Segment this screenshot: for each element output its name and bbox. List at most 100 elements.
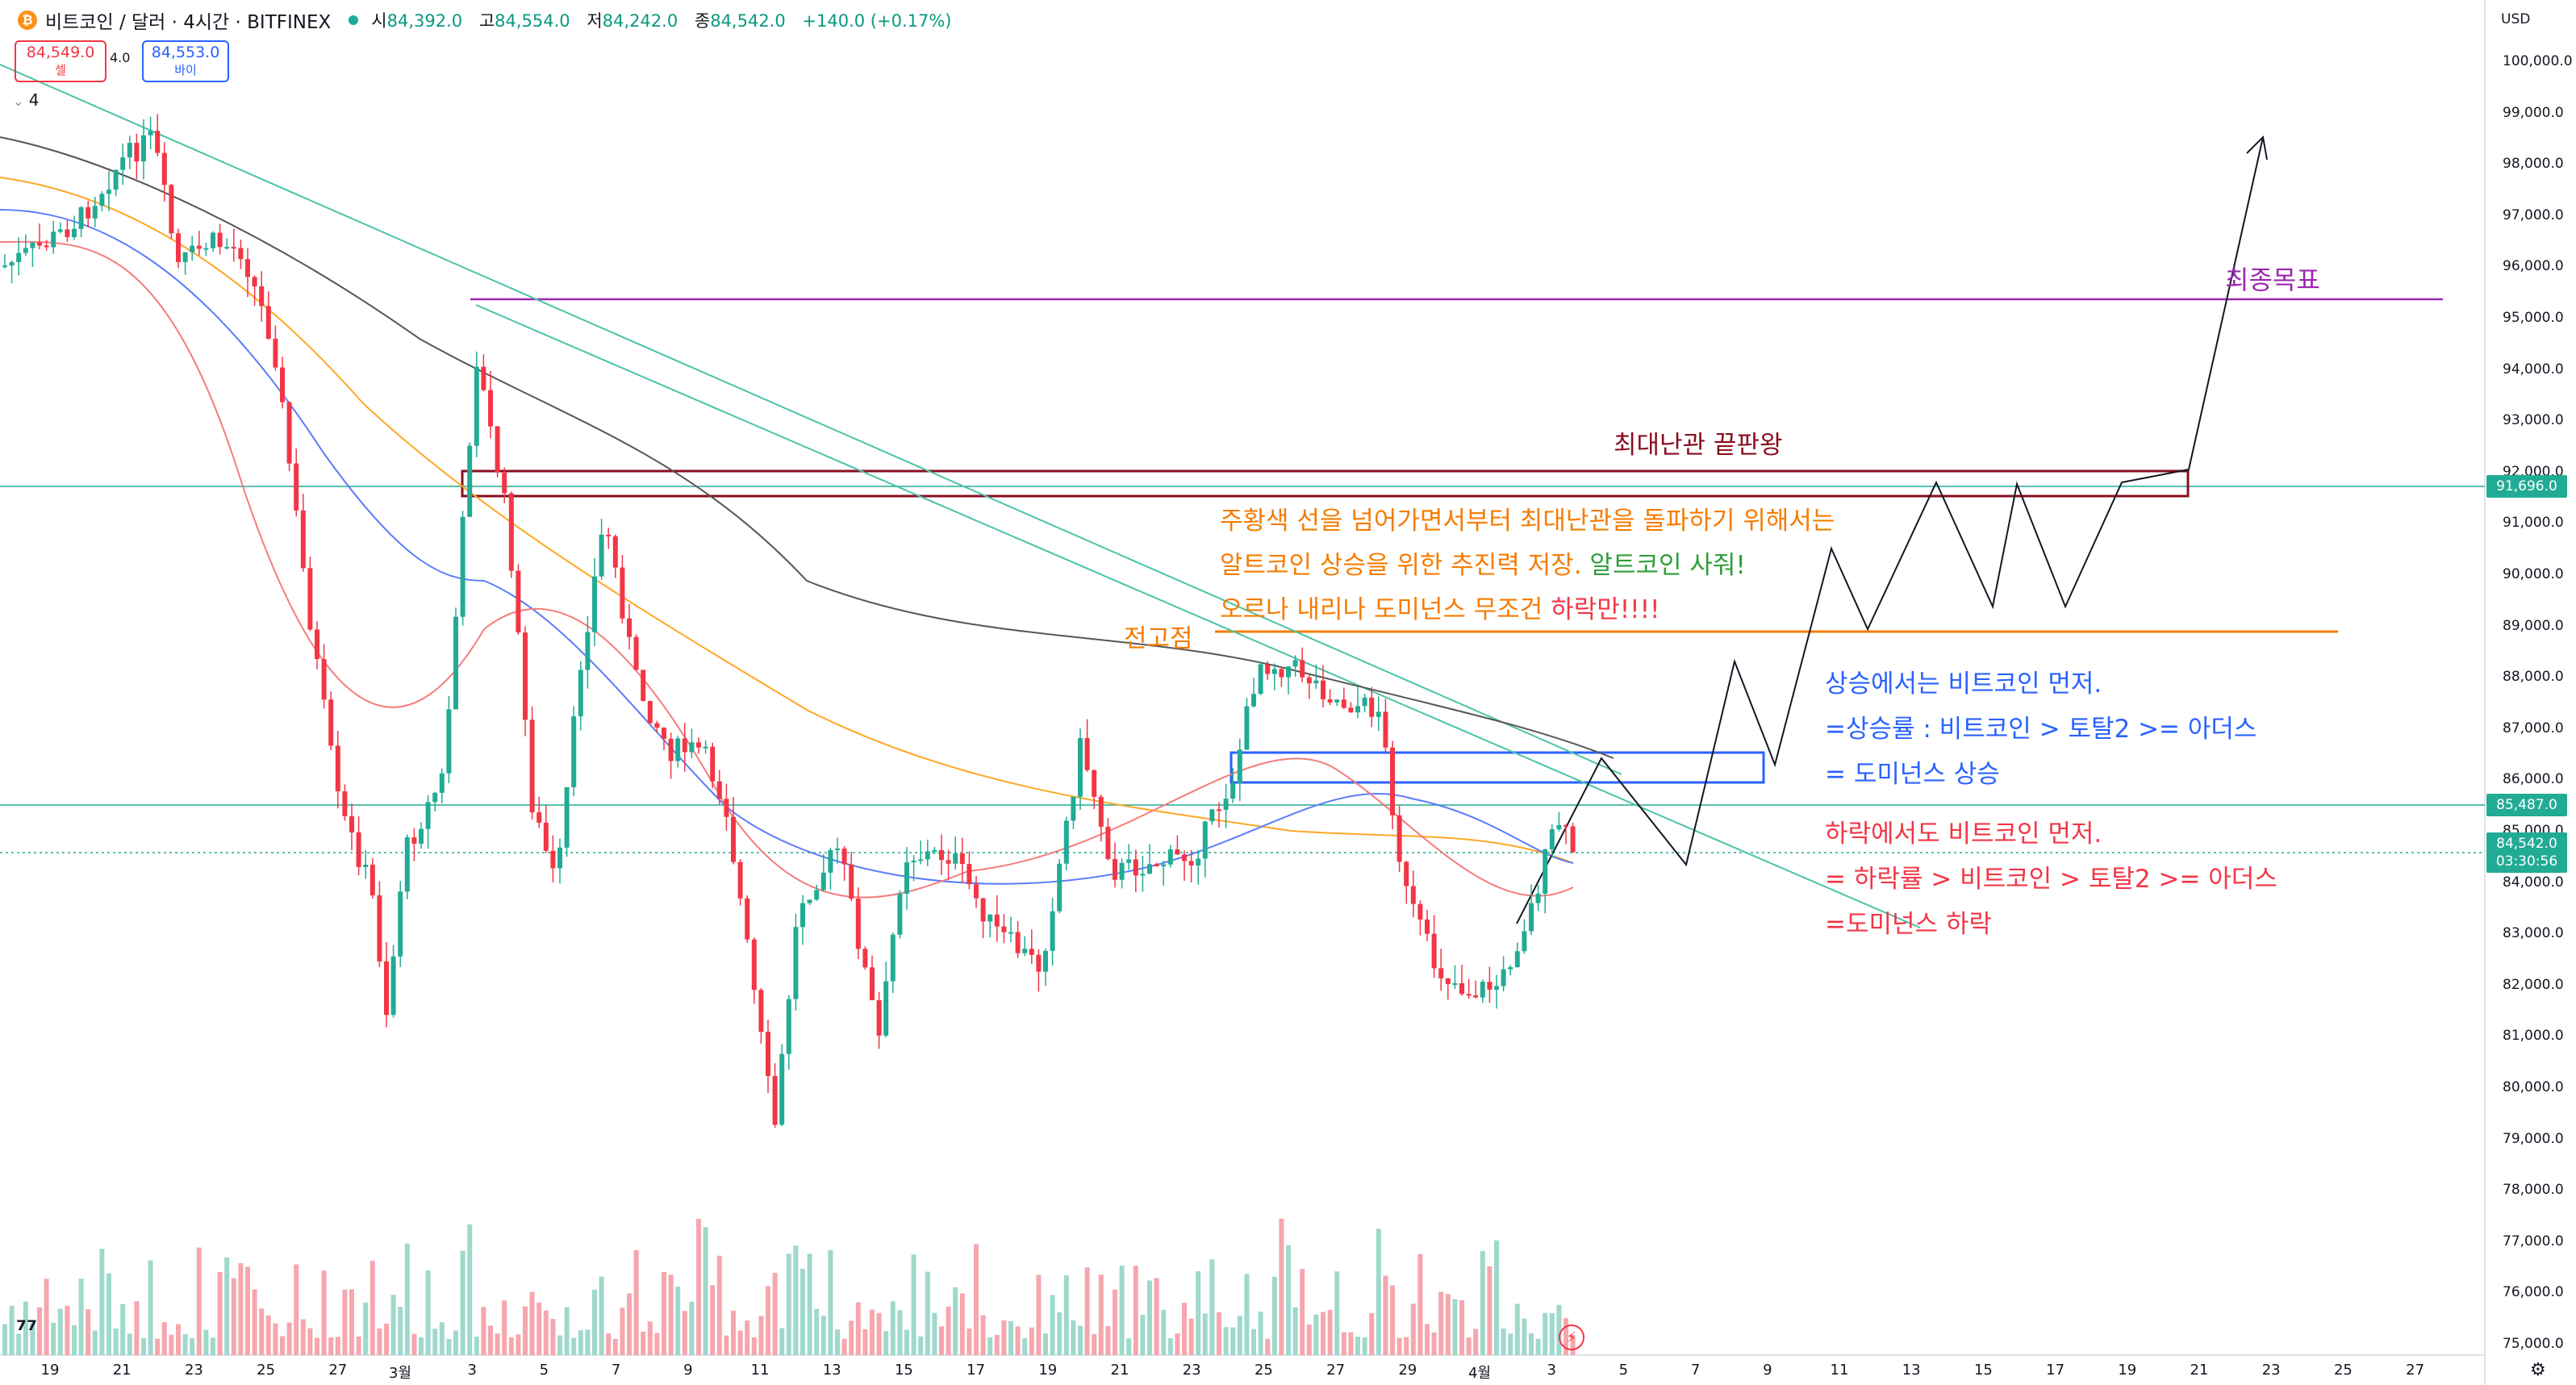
candle-body [897,893,903,935]
bitcoin-icon: ₿ [18,10,37,30]
volume-bar [536,1302,542,1355]
sell-button[interactable]: 84,549.0 셀 [15,40,106,82]
volume-bar [890,1301,896,1355]
final-target-label[interactable]: 최종목표 [2225,265,2320,295]
volume-bar [349,1289,354,1355]
volume-bar [1390,1285,1395,1355]
price-tick-label: 75,000.0 [2503,1336,2564,1352]
volume-bar [800,1268,805,1355]
volume-bar [682,1311,687,1355]
lightning-icon[interactable]: ⚡ [1559,1325,1584,1350]
volume-bar [481,1307,486,1355]
volume-bar [876,1312,882,1355]
candle-body [959,853,965,865]
candle-body [793,927,799,999]
volume-bar [1098,1274,1104,1355]
candle-body [196,245,202,249]
candle-body [460,516,466,617]
candle-body [536,812,542,823]
obstacle-label[interactable]: 최대난관 끝판왕 [1614,431,1783,460]
volume-bar [904,1329,909,1355]
symbol-title[interactable]: 비트코인 / 달러 · 4시간 · BITFINEX [45,12,332,33]
volume-bar [411,1333,417,1355]
red-note-line-3[interactable]: =도미넌스 하락 [1825,910,1992,939]
candle-body [1327,699,1333,703]
volume-bar [1306,1325,1312,1355]
obstacle-zone-box[interactable] [461,469,2190,498]
candle-body [1078,738,1083,797]
candle-body [1113,858,1117,880]
candle-body [1355,706,1360,713]
volume-bar [516,1334,521,1355]
volume-bar [1431,1332,1437,1355]
gear-icon[interactable]: ⚙ [2530,1360,2546,1380]
volume-bar [321,1270,327,1355]
prev-high-label[interactable]: 전고점 [1124,624,1193,653]
volume-bar [1188,1318,1194,1355]
price-tick-label: 97,000.0 [2503,206,2564,223]
volume-bar [710,1285,716,1355]
candle-body [398,891,403,957]
candle-body [328,699,334,746]
candle-body [23,248,28,253]
candle-body [349,816,354,832]
volume-bar [633,1249,639,1355]
blue-note-line-2[interactable]: =상승률 : 비트코인 > 토탈2 >= 아더스 [1825,715,2257,744]
volume-bar [1466,1337,1472,1355]
volume-bar [273,1323,278,1355]
candle-body [474,366,479,446]
blue-note-line-3[interactable]: = 도미넌스 상승 [1825,760,2000,789]
candle-body [946,860,951,864]
volume-bar [1508,1333,1513,1355]
tradingview-logo-icon[interactable]: ⁷⁷ [16,1316,38,1345]
volume-bar [286,1322,292,1355]
volume-bar [883,1331,889,1355]
candle-body [1063,820,1069,864]
candle-body [211,232,215,248]
volume-bar [176,1324,181,1355]
currency-label[interactable]: USD [2501,11,2531,27]
volume-bar [654,1333,660,1355]
candle-body [1161,864,1167,867]
blue-zone-box[interactable] [1230,751,1765,784]
buy-button[interactable]: 84,553.0 바이 [142,40,229,82]
volume-bar [578,1330,583,1355]
price-tick-label: 87,000.0 [2503,720,2564,736]
red-note-line-2[interactable]: = 하락률 > 비트코인 > 토탈2 >= 아더스 [1825,865,2277,894]
orange-note-line-3[interactable]: 오르나 내리나 도미넌스 무조건 하락만!!!! [1220,595,1660,624]
volume-bar [1543,1312,1548,1355]
volume-indicator-label[interactable]: ⌄ 4 [13,90,40,110]
volume-bar [1265,1338,1271,1355]
volume-bar [307,1328,313,1355]
candle-body [190,245,195,252]
price-tick-label: 99,000.0 [2503,104,2564,121]
candle-body [911,860,916,863]
candle-body [1376,711,1381,717]
red-note-line-1[interactable]: 하락에서도 비트코인 먼저. [1825,820,2102,849]
blue-note-line-1[interactable]: 상승에서는 비트코인 먼저. [1825,670,2102,699]
volume-bar [606,1333,612,1355]
sell-price: 84,549.0 [26,44,95,61]
volume-bar [1300,1269,1305,1355]
volume-bar [252,1289,257,1355]
volume-bar [182,1334,188,1355]
candle-body [335,745,340,792]
time-tick-label: 5 [539,1362,549,1379]
time-tick-label: 23 [184,1362,203,1379]
trendline-lower[interactable] [475,304,1921,928]
projection-path[interactable] [1516,136,2264,924]
orange-note-line-2[interactable]: 알트코인 상승을 위한 추진력 저장. 알트코인 사줘! [1220,551,1746,580]
volume-bar [1410,1304,1416,1355]
volume-bar [703,1227,708,1355]
trendline-upper[interactable] [0,64,1622,775]
candle-body [467,445,473,517]
volume-bar [1008,1320,1013,1355]
orange-note-line-1[interactable]: 주황색 선을 넘어가면서부터 최대난관을 돌파하기 위해서는 [1220,507,1835,536]
volume-bar [668,1274,674,1355]
candle-body [1522,931,1527,952]
candle-body [918,859,924,861]
volume-bar [1147,1280,1152,1355]
candle-body [203,248,209,250]
candle-body [1341,699,1346,708]
